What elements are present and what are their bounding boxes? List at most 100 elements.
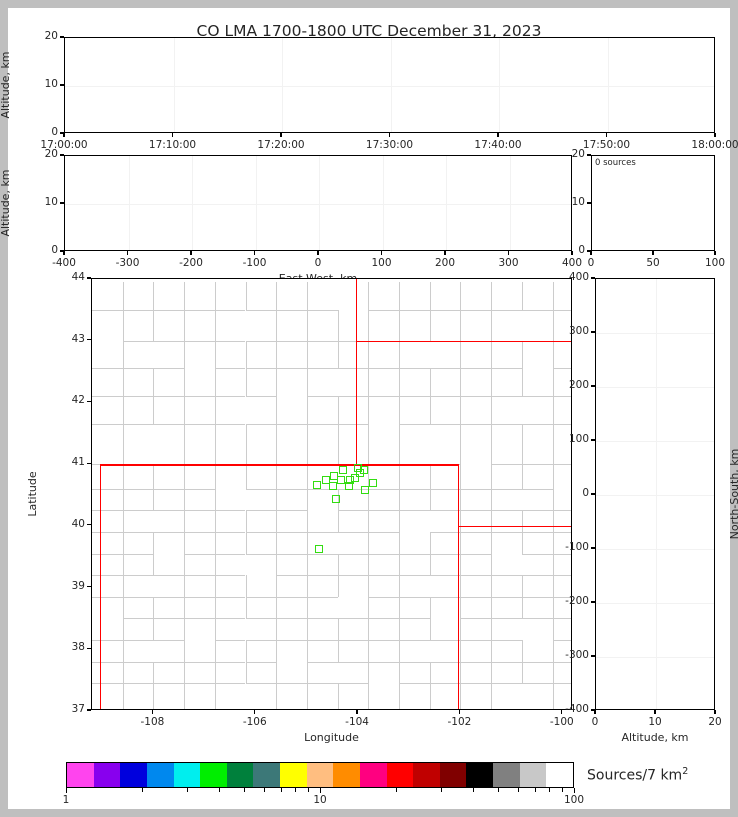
colorbar-swatch [120,763,147,787]
county-border [337,340,369,342]
county-border [276,424,278,465]
x-tickmark [317,251,319,255]
county-border [276,464,278,489]
county-border [184,683,186,709]
colorbar-swatch [280,763,307,787]
county-border [460,396,462,425]
county-border [245,464,247,489]
county-border [552,575,554,597]
county-border [276,575,278,597]
county-border [491,309,522,311]
county-border [399,575,430,577]
colorbar-swatch [493,763,520,787]
county-border [491,575,493,597]
county-border [276,424,307,426]
county-border [460,340,462,369]
county-border [245,368,247,397]
county-border [368,510,399,512]
x-tickmark [126,251,129,255]
county-border [153,510,185,512]
x-tick-label: -300 [115,257,140,269]
county-border [552,640,554,662]
county-border [521,340,523,369]
state-border-colorado-north [99,464,458,466]
county-border [552,424,571,426]
x-tickmark [561,710,563,714]
county-border [552,510,571,512]
y-tickmark [60,154,64,156]
source-marker [336,476,345,485]
county-border [460,488,492,490]
x-tickmark [605,133,608,137]
county-border [368,553,399,555]
state-border-wyoming-east [355,279,357,465]
county-border [491,282,493,310]
county-border [214,532,216,554]
gridline-horizontal [596,333,714,334]
county-border [122,424,154,426]
x-tick-label: 17:20:00 [257,139,305,151]
x-tickmark [388,133,391,137]
county-border [306,575,308,597]
county-border [399,510,430,512]
colorbar-swatch [413,763,440,787]
county-border [92,575,123,577]
y-tick-label: 0 [51,126,58,138]
x-tickmark [571,251,573,255]
county-border [184,683,215,685]
county-border [460,640,462,662]
county-border [122,340,154,342]
source-marker [354,464,363,473]
county-border [306,640,308,662]
county-border [306,368,308,397]
county-border [460,510,462,533]
county-border [552,661,571,663]
county-border [368,510,370,533]
colorbar-minor-tick [142,788,144,792]
gridline-horizontal [65,86,714,87]
county-border [306,340,308,369]
y-tickmark [591,709,595,711]
x-tickmark [458,710,460,714]
county-border [399,661,430,663]
county-border [429,661,431,684]
county-border [337,424,339,465]
county-border [184,282,186,310]
county-border [429,309,431,341]
county-border [92,596,123,598]
county-border [214,488,216,511]
y-tickmark [60,36,64,38]
county-border [153,683,185,685]
x-tickmark [652,251,654,255]
county-border [276,596,278,619]
county-border [122,661,154,663]
county-border [306,532,308,554]
county-border [306,640,338,642]
county-border [521,640,523,662]
county-border [153,618,155,641]
county-border [245,575,247,597]
y-tick-label: 43 [71,332,85,345]
county-border [337,683,339,709]
x-tick-label: 200 [434,257,456,269]
county-border [399,532,401,554]
county-border [491,488,493,511]
colorbar-swatch [386,763,414,787]
county-border [276,368,307,370]
county-border [337,396,369,398]
county-border [276,575,307,577]
y-tick-label: 20 [44,30,58,42]
y-tickmark [591,655,595,657]
county-border [306,309,338,311]
county-border [122,532,154,534]
county-border [122,510,154,512]
north-south-altitude-xlabel: Altitude, km [621,731,689,744]
county-border [491,464,493,489]
county-border [245,396,277,398]
county-border [399,340,401,369]
sources-count-note: 0 sources [595,158,636,168]
county-border [460,282,462,310]
county-border [521,661,553,663]
county-border [399,396,401,425]
time-height-panel [64,37,715,133]
